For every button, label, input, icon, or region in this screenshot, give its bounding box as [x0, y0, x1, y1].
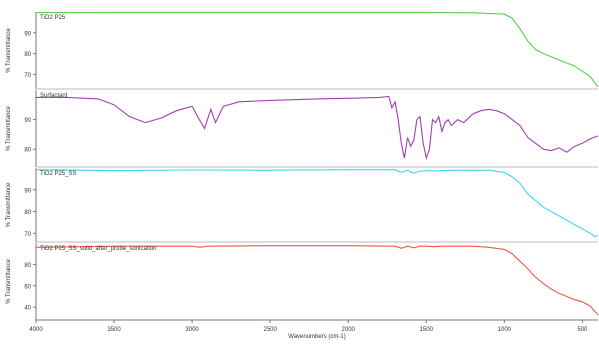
- x-tick-label: 3000: [185, 327, 199, 333]
- x-axis-label: Wavenumbers (cm-1): [288, 334, 345, 340]
- y-tick-label: 80: [24, 263, 31, 269]
- y-tick-label: 90: [24, 188, 31, 194]
- y-tick-label: 60: [24, 284, 31, 290]
- y-tick-label: 90: [24, 118, 31, 124]
- y-tick-label: 80: [24, 210, 31, 216]
- x-tick-label: 2500: [263, 327, 277, 333]
- x-tick-label: 1000: [498, 327, 512, 333]
- series-label-4: TiO2 P25_SS_solid_after_probe_sonication: [40, 246, 157, 252]
- spectrum-line-3: [35, 169, 599, 238]
- spectrum-line-1: [35, 11, 599, 88]
- y-tick-label: 80: [24, 148, 31, 154]
- y-axis-label: % Transmittance: [6, 258, 12, 303]
- x-axis-layer: 4000 3500 3000 2500 2000 1500 1000 500 Wavenumbe…: [29, 319, 598, 340]
- y-tick-label: 70: [24, 73, 31, 79]
- y-axis-label: % Transmittance: [6, 27, 12, 72]
- y-tick-label: 80: [24, 52, 31, 58]
- spectrum-line-4: [35, 245, 599, 316]
- y-tick-label: 70: [24, 232, 31, 238]
- panel-2: 90 80 % Transmittance Surfactant: [6, 90, 599, 168]
- series-label-2: Surfactant: [40, 93, 68, 99]
- panel-3: 90 80 70 % Transmittance TiO2 P25_SS: [6, 168, 599, 243]
- y-tick-label: 90: [24, 31, 31, 37]
- panel-4: 80 60 40 % Transmittance TiO2 P25_SS_solid_a…: [6, 243, 599, 321]
- spectrum-line-2: [36, 95, 599, 161]
- y-axis-label: % Transmittance: [6, 105, 12, 150]
- y-tick-label: 40: [24, 306, 31, 312]
- x-tick-label: 1500: [420, 327, 434, 333]
- series-label-3: TiO2 P25_SS: [40, 171, 76, 177]
- panel-1: 90 80 70 % Transmittance TiO2 P25: [6, 11, 599, 90]
- x-tick-label: 4000: [29, 327, 43, 333]
- x-tick-label: 3500: [107, 327, 121, 333]
- x-tick-label: 2000: [342, 327, 356, 333]
- y-axis-label: % Transmittance: [6, 182, 12, 227]
- panels-layer: 90 80 70 % Transmittance TiO2 P25 90 80 % Trans…: [6, 11, 599, 321]
- x-tick-label: 500: [577, 327, 588, 333]
- series-label-1: TiO2 P25: [40, 15, 66, 21]
